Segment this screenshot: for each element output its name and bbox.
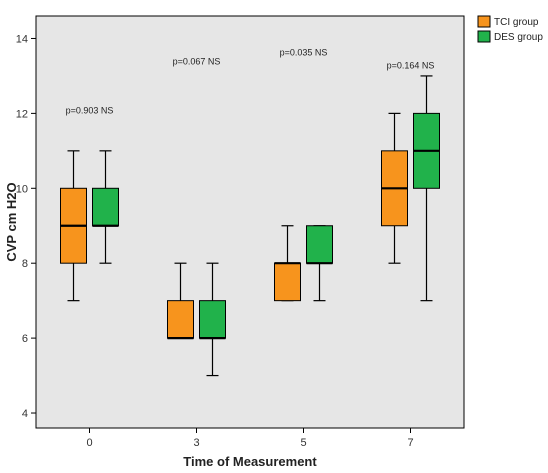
x-axis-label: Time of Measurement	[183, 454, 317, 469]
box-body	[274, 262, 301, 302]
x-axis: 0 3 5 7	[86, 428, 414, 449]
p-value-label: p=0.903 NS	[66, 105, 114, 115]
y-tick-label: 8	[22, 258, 28, 270]
y-tick-label: 6	[22, 333, 28, 345]
box-des-3	[199, 262, 226, 377]
boxes-layer	[60, 75, 440, 377]
annotations-layer: p=0.903 NS p=0.067 NS p=0.035 NS p=0.164 NS	[66, 47, 435, 115]
legend-label: TCI group	[494, 17, 539, 28]
box-tci-5	[274, 225, 301, 302]
box-tci-0	[60, 150, 87, 302]
y-tick-label: 10	[16, 183, 28, 195]
box-body	[199, 300, 226, 339]
box-des-7	[413, 75, 440, 302]
legend: TCI group DES group	[477, 15, 543, 43]
y-axis: 4 6 8 10 12 14	[16, 33, 36, 420]
legend-swatch	[477, 30, 491, 43]
p-value-label: p=0.164 NS	[387, 60, 435, 70]
box-body	[167, 300, 194, 339]
box-tci-7	[381, 112, 408, 264]
legend-swatch	[477, 15, 491, 28]
p-value-label: p=0.067 NS	[173, 57, 221, 67]
box-des-5	[306, 225, 333, 302]
y-tick-label: 14	[16, 33, 28, 45]
box-body	[306, 225, 333, 264]
y-axis-label: CVP cm H2O	[4, 182, 19, 261]
y-tick-label: 4	[22, 408, 28, 420]
x-tick-label: 5	[300, 437, 306, 449]
box-tci-3	[167, 262, 194, 340]
p-value-label: p=0.035 NS	[280, 47, 328, 57]
legend-label: DES group	[494, 32, 543, 43]
box-des-0	[92, 150, 119, 264]
y-tick-label: 12	[16, 108, 28, 120]
box-body	[92, 187, 119, 227]
x-tick-label: 7	[407, 437, 413, 449]
x-tick-label: 3	[193, 437, 199, 449]
x-tick-label: 0	[86, 437, 92, 449]
